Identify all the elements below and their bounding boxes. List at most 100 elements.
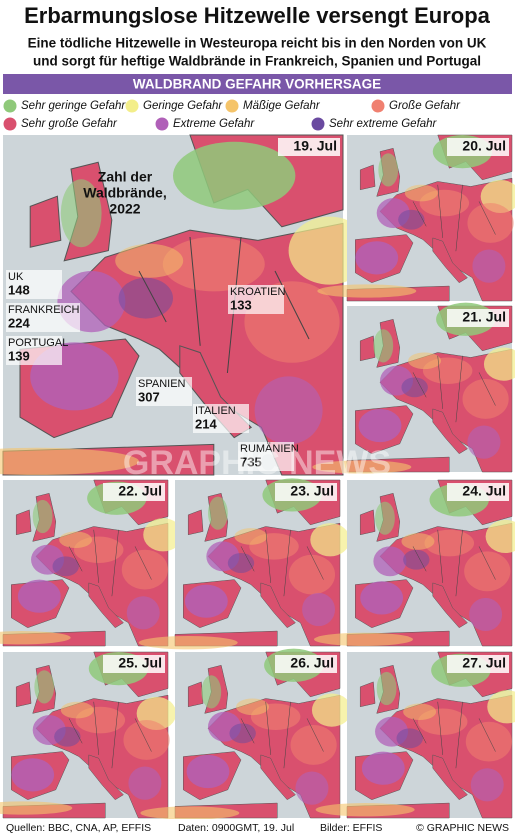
danger-area (465, 721, 512, 762)
land (187, 509, 204, 536)
legend-label: Mäßige Gefahr (243, 100, 321, 112)
danger-area (17, 579, 61, 613)
land (432, 408, 468, 455)
map-date: 20. Jul (462, 138, 506, 154)
land (359, 681, 376, 708)
land (88, 582, 124, 629)
footer-data: Daten: 0900GMT, 19. Jul (178, 822, 294, 834)
map-date: 26. Jul (290, 655, 334, 671)
danger-area (312, 460, 412, 474)
fire-count: 139 (8, 348, 30, 363)
banner-bg (3, 74, 512, 94)
map-date: 22. Jul (118, 483, 162, 499)
borders (412, 529, 496, 597)
borders (68, 529, 152, 597)
legend-swatch (371, 99, 385, 113)
danger-area (123, 720, 170, 760)
danger-area (201, 675, 222, 709)
footer-images: Bilder: EFFIS (320, 822, 382, 834)
land (432, 754, 468, 801)
danger-area (361, 751, 405, 785)
legend-swatch (3, 99, 17, 113)
danger-area (314, 632, 413, 646)
legend-label: Sehr extreme Gefahr (329, 118, 438, 130)
danger-area (462, 379, 509, 419)
danger-area (398, 209, 425, 230)
country-name: UK (8, 271, 24, 283)
footer-sources: Quellen: BBC, CNA, AP, EFFIS (6, 822, 151, 834)
danger-area (485, 519, 515, 554)
danger-area (138, 636, 238, 650)
map-date: 24. Jul (462, 483, 506, 499)
danger-area (483, 347, 515, 381)
danger-area (401, 533, 435, 550)
country-name: KROATIEN (230, 286, 285, 298)
borders (412, 355, 496, 423)
danger-area (404, 184, 438, 202)
map (317, 134, 515, 302)
danger-area (396, 728, 423, 749)
land (260, 754, 296, 801)
danger-area (288, 554, 336, 595)
danger-area (0, 631, 71, 645)
land (359, 164, 376, 191)
danger-area (290, 725, 337, 765)
date-bg (447, 483, 509, 501)
danger-area (375, 501, 395, 535)
land (15, 681, 32, 708)
fire-count: 214 (195, 416, 217, 431)
map-date: 27. Jul (462, 655, 506, 671)
land (29, 195, 62, 248)
danger-area (173, 141, 296, 210)
danger-area (378, 153, 399, 187)
danger-area (236, 698, 270, 716)
danger-area (140, 806, 240, 820)
footer-bg (0, 819, 515, 837)
label-bg (238, 442, 294, 471)
danger-area (186, 754, 230, 789)
danger-area (143, 518, 183, 552)
danger-area (373, 329, 394, 363)
danger-area (302, 592, 336, 627)
land (432, 237, 468, 284)
legend-swatch (3, 117, 17, 131)
legend-label: Extreme Gefahr (173, 118, 255, 130)
label-bg (6, 303, 80, 332)
legend: Sehr geringe Gefahr Geringe Gefahr Mäßige … (3, 99, 461, 131)
fire-count: 735 (240, 454, 262, 469)
danger-area (208, 496, 228, 530)
danger-area (128, 766, 162, 800)
maps: 19. Jul 20. Jul 21. Jul 22. Jul 23. Jul 24. J… (0, 134, 515, 820)
danger-area (470, 768, 504, 802)
danger-area (121, 549, 169, 590)
label-bg (228, 285, 284, 314)
date-bg (103, 483, 165, 501)
danger-area (401, 377, 428, 398)
label-bg (193, 404, 249, 433)
date-bg (278, 138, 340, 156)
map-date: 19. Jul (293, 138, 337, 154)
borders (68, 701, 152, 769)
borders (138, 236, 310, 374)
watermark: GRAPHIC NEWS (123, 444, 391, 482)
country-name: SPANIEN (138, 378, 186, 390)
danger-area (315, 803, 415, 817)
danger-area (184, 584, 228, 618)
map (0, 651, 177, 819)
borders (412, 701, 496, 769)
date-bg (275, 655, 337, 673)
map (0, 479, 183, 647)
borders (240, 529, 324, 597)
caption: Waldbrände, (83, 185, 167, 201)
danger-area (469, 597, 503, 632)
danger-area (310, 523, 350, 557)
danger-area (60, 701, 94, 719)
legend-label: Große Gefahr (389, 100, 461, 112)
danger-area (487, 690, 515, 724)
label-bg (136, 377, 192, 406)
danger-area (126, 596, 160, 630)
danger-area (234, 528, 268, 545)
date-bg (447, 138, 509, 156)
caption: Zahl der (98, 169, 153, 185)
